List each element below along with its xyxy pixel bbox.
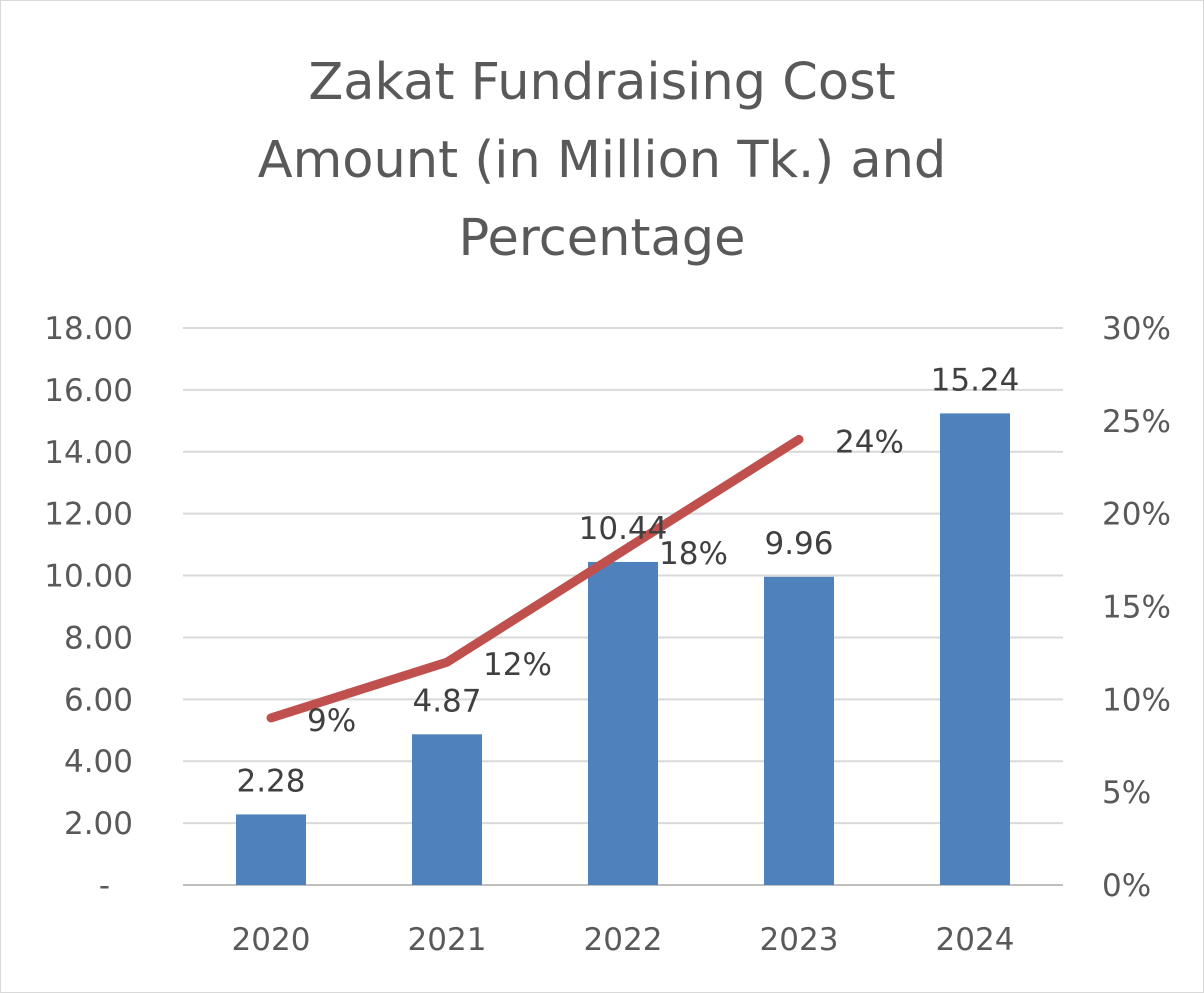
line-value-label: 12% [483,647,552,683]
chart-title: Zakat Fundraising Cost Amount (in Millio… [0,44,1204,278]
bar-value-label: 4.87 [412,683,481,719]
bar-series [236,413,1010,885]
x-tick-label: 2022 [584,922,663,958]
y-left-tick-label: 8.00 [64,620,133,656]
line-value-label: 24% [835,424,904,460]
y-left-tick-label: 4.00 [64,744,133,780]
bar-2023 [764,576,834,885]
y-left-tick-label: 6.00 [64,682,133,718]
y-left-tick-label: - [99,868,110,904]
bar-value-label: 10.44 [579,511,668,547]
y-right-tick-label: 25% [1102,404,1171,440]
x-tick-label: 2024 [936,922,1015,958]
chart-title-line-1: Zakat Fundraising Cost [308,53,896,112]
line-point-2021 [446,661,448,664]
y-left-tick-label: 18.00 [44,311,133,347]
y-axis-left: - 2.00 4.00 6.00 8.00 10.00 12.00 14.00 16.00 18.… [44,311,133,904]
y-left-tick-label: 12.00 [44,497,133,533]
y-left-tick-label: 16.00 [44,373,133,409]
bar-2021 [412,734,482,885]
line-value-label: 18% [659,536,728,572]
y-right-tick-label: 10% [1102,682,1171,718]
x-tick-label: 2023 [760,922,839,958]
chart-title-line-2: Amount (in Million Tk.) and [257,131,947,190]
y-right-tick-label: 30% [1102,311,1171,347]
x-axis: 2020 2021 2022 2023 2024 [232,922,1015,958]
line-point-2020 [270,716,272,719]
y-left-tick-label: 10.00 [44,559,133,595]
y-right-tick-label: 0% [1102,868,1151,904]
y-right-tick-label: 15% [1102,590,1171,626]
bar-value-label: 15.24 [931,362,1020,398]
data-labels: 2.28 4.87 10.44 9.96 15.24 9% 12% 18% 24% [236,362,1019,799]
bar-2020 [236,814,306,885]
x-tick-label: 2020 [232,922,311,958]
chart-title-line-3: Percentage [458,209,746,268]
line-value-label: 9% [307,703,356,739]
line-series [266,434,804,723]
y-axis-right: 0% 5% 10% 15% 20% 25% 30% [1102,311,1171,904]
percentage-line [266,434,804,723]
y-left-tick-label: 2.00 [64,806,133,842]
bar-2022 [588,561,658,885]
bar-value-label: 9.96 [764,526,833,562]
bar-value-label: 2.28 [236,763,305,799]
y-left-tick-label: 14.00 [44,435,133,471]
bar-2024 [940,413,1010,885]
x-tick-label: 2021 [408,922,487,958]
y-right-tick-label: 5% [1102,775,1151,811]
line-point-2022 [622,549,624,552]
line-point-2023 [798,438,800,441]
y-right-tick-label: 20% [1102,497,1171,533]
